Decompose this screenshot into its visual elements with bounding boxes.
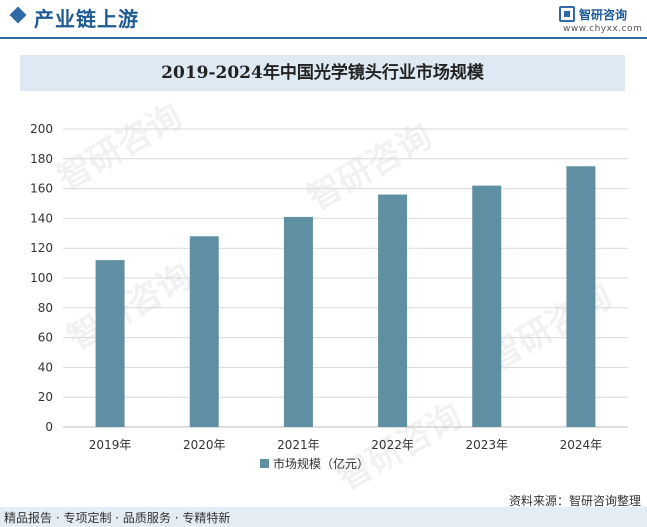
x-tick-label: 2022年 [371,438,414,452]
x-tick-label: 2024年 [560,438,603,452]
y-tick-label: 200 [30,122,53,136]
source-text: 资料来源：智研咨询整理 [508,494,641,508]
brand-logo: 智研咨询 www.chyxx.com [559,4,643,36]
logo-mark-icon [559,6,575,22]
header: 产业链上游 智研咨询 www.chyxx.com [0,0,647,34]
bar [189,236,219,427]
x-tick-label: 2019年 [89,438,132,452]
y-tick-label: 0 [45,420,53,434]
header-title: 产业链上游 [34,7,139,31]
y-tick-label: 120 [30,241,53,255]
bar [95,260,125,427]
x-tick-label: 2021年 [277,438,320,452]
y-tick-label: 180 [30,152,53,166]
x-tick-label: 2023年 [465,438,508,452]
y-tick-label: 140 [30,211,53,225]
bar [378,194,408,427]
y-tick-label: 20 [38,390,53,404]
x-tick-label: 2020年 [183,438,226,452]
logo-url: www.chyxx.com [563,24,643,34]
legend-swatch [260,459,269,468]
footer-bar: 精品报告 · 专项定制 · 品质服务 · 专精特新 [0,507,647,527]
y-tick-label: 40 [38,360,53,374]
bar [566,166,596,427]
y-tick-label: 60 [38,331,53,345]
y-tick-label: 160 [30,182,53,196]
bar-chart: 0 20 40 60 80 100 120 140 160 180 200 2019年 2020年 202… [30,122,628,471]
chart-title-band: 2019-2024年中国光学镜头行业市场规模 [20,55,625,91]
y-tick-label: 100 [30,271,53,285]
footer-tagline: 精品报告 · 专项定制 · 品质服务 · 专精特新 [4,511,231,525]
logo-name: 智研咨询 [579,8,628,22]
bar [472,185,502,427]
chart-title: 2019-2024年中国光学镜头行业市场规模 [161,63,484,83]
y-tick-label: 80 [38,301,53,315]
bar [283,216,313,427]
legend-label: 市场规模（亿元） [273,456,369,471]
header-divider [0,37,647,39]
